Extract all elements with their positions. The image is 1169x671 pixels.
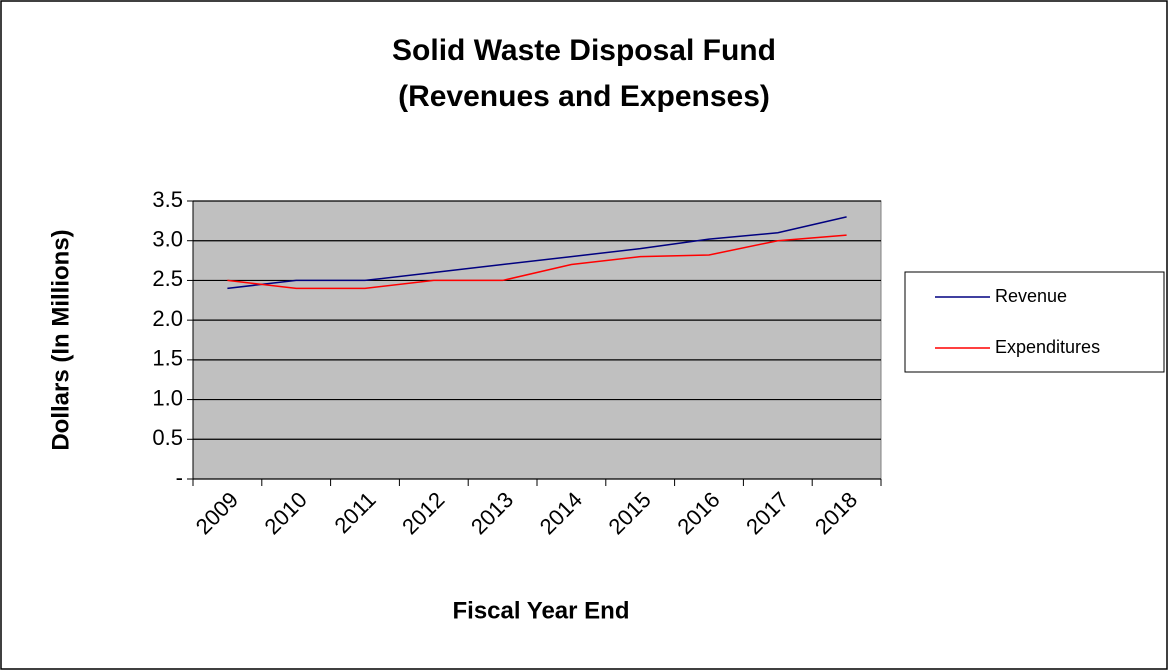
series-line	[227, 216, 847, 290]
y-tick-label: 0.5	[152, 425, 183, 450]
x-axis-title: Fiscal Year End	[453, 597, 630, 624]
y-tick-label: 1.5	[152, 346, 183, 371]
y-tick-label: 3.5	[152, 187, 183, 212]
chart-subtitle: (Revenues and Expenses)	[398, 80, 770, 113]
y-tick-label: -	[176, 465, 183, 490]
legend-label: Revenue	[995, 286, 1067, 306]
plot-area	[192, 200, 882, 480]
series-line	[227, 234, 847, 290]
y-tick-label: 1.0	[152, 385, 183, 410]
legend-box	[904, 271, 1165, 373]
chart-title: Solid Waste Disposal Fund	[392, 34, 776, 67]
y-tick-label: 3.0	[152, 227, 183, 252]
y-axis-title: Dollars (In Millions)	[47, 229, 74, 450]
y-tick-label: 2.0	[152, 306, 183, 331]
y-tick-label: 2.5	[152, 266, 183, 291]
legend-label: Expenditures	[995, 337, 1100, 357]
